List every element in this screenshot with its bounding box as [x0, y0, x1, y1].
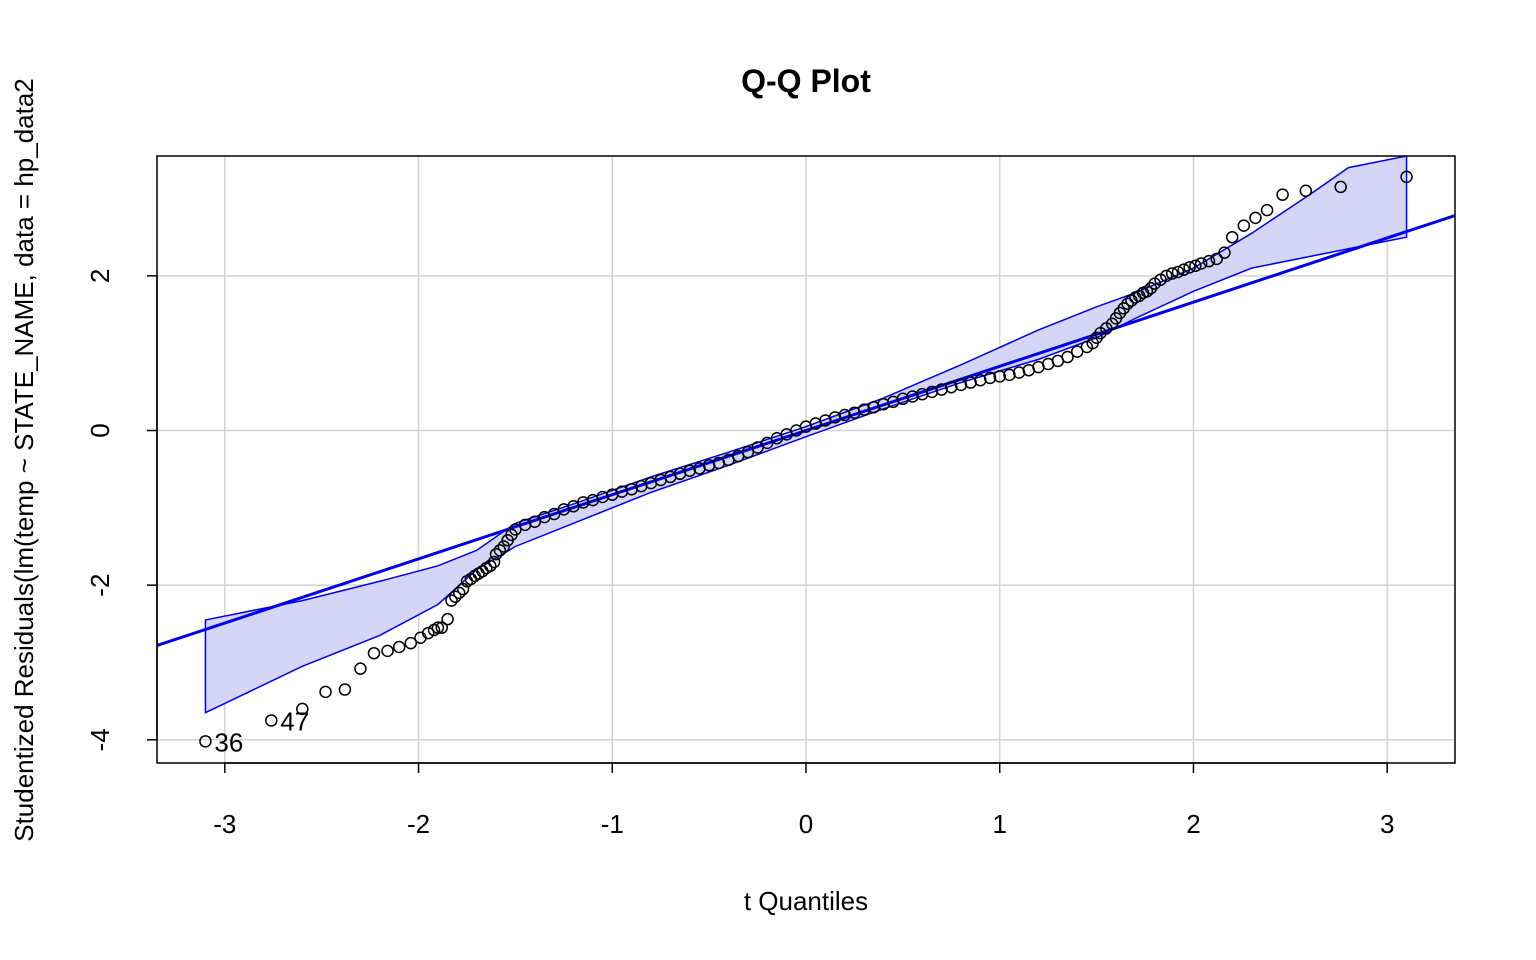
data-point — [381, 644, 394, 658]
data-point — [983, 371, 997, 385]
data-point — [1140, 285, 1154, 298]
x-axis: -3 -2 -1 0 1 2 3 — [213, 762, 1394, 839]
data-point — [452, 586, 466, 600]
data-point — [1276, 188, 1289, 201]
data-point — [1202, 254, 1216, 268]
y-tick-label: -2 — [85, 574, 115, 597]
data-point — [493, 544, 507, 557]
x-axis-label: t Quantiles — [744, 886, 868, 916]
data-point — [1225, 230, 1239, 244]
data-point — [338, 683, 352, 696]
x-tick-label: -3 — [213, 809, 236, 839]
data-point — [1061, 350, 1074, 364]
data-point — [456, 582, 470, 596]
reference-line — [157, 214, 1455, 647]
point-label: 47 — [280, 706, 309, 736]
data-point — [487, 555, 501, 569]
data-points — [199, 170, 1413, 748]
data-point — [445, 594, 458, 607]
data-point — [1177, 263, 1191, 276]
x-tick-label: 1 — [992, 809, 1006, 839]
data-point — [354, 662, 367, 675]
data-point — [1160, 269, 1173, 283]
data-point — [1121, 297, 1134, 310]
data-point — [1165, 267, 1179, 280]
data-point — [993, 370, 1006, 383]
data-point — [404, 636, 418, 650]
data-point — [435, 621, 449, 634]
y-tick-label: -4 — [85, 728, 115, 751]
data-point — [1171, 265, 1185, 279]
data-point — [1210, 252, 1223, 266]
x-tick-label: -1 — [601, 809, 624, 839]
y-tick-label: 0 — [85, 423, 115, 437]
y-tick-label: 2 — [85, 269, 115, 283]
data-point — [449, 590, 462, 604]
data-point — [265, 714, 278, 727]
data-point — [1334, 180, 1347, 194]
data-point — [319, 685, 332, 699]
point-label: 36 — [214, 727, 243, 757]
data-point — [1299, 184, 1313, 198]
y-axis: -4 -2 0 2 — [85, 269, 158, 751]
data-point — [1400, 170, 1413, 184]
data-point — [497, 540, 511, 553]
data-point — [296, 702, 309, 716]
x-tick-label: -2 — [407, 809, 430, 839]
data-point — [392, 640, 406, 654]
data-point — [441, 612, 454, 626]
data-point — [367, 646, 381, 660]
y-axis-label: Studentized Residuals(lm(temp ~ STATE_NA… — [9, 78, 39, 842]
data-point — [1260, 203, 1274, 217]
grid-lines — [157, 156, 1455, 763]
data-point — [1218, 246, 1231, 259]
data-point — [1249, 211, 1262, 225]
chart-title: Q-Q Plot — [741, 63, 871, 99]
data-point — [1194, 257, 1208, 270]
data-point — [1183, 261, 1196, 274]
x-tick-label: 0 — [799, 809, 813, 839]
x-tick-label: 3 — [1380, 809, 1394, 839]
data-point — [421, 626, 435, 640]
data-point — [199, 735, 212, 748]
data-point — [483, 559, 497, 573]
confidence-envelope — [204, 156, 1408, 714]
data-point — [1189, 259, 1202, 273]
data-point — [1237, 219, 1251, 232]
x-tick-label: 2 — [1186, 809, 1200, 839]
data-point — [431, 621, 445, 634]
point-labels: 36 47 — [214, 706, 309, 757]
data-point — [489, 547, 503, 561]
